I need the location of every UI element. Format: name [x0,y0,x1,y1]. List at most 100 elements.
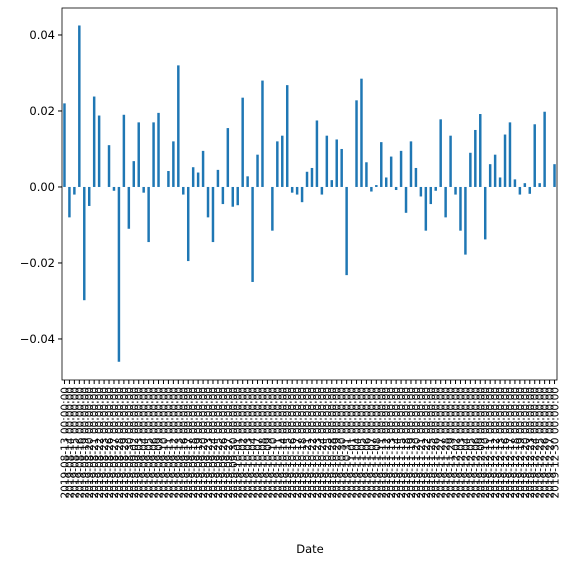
x-tick-label: 2019-11-28 00:00:00 [441,387,453,499]
bar [370,186,373,192]
bar [127,186,131,229]
bar [523,183,527,187]
x-tick-label: 2019-09-26 00:00:00 [218,387,230,499]
y-tick-label: 0.00 [29,180,55,194]
bar [68,186,71,218]
x-tick-label: 2019-09-04 00:00:00 [139,387,151,499]
x-tick-label: 2019-10-04 00:00:00 [248,387,260,499]
bar [261,80,264,187]
x-tick-label: 2019-12-10 00:00:00 [480,387,492,499]
x-tick-label: 2019-12-30 00:00:00 [550,387,562,499]
x-tick-label: 2019-09-11 00:00:00 [163,387,175,499]
x-tick-label: 2019-08-28 00:00:00 [114,387,126,499]
x-tick-label: 2019-12-25 00:00:00 [535,387,547,499]
x-tick-label: 2019-11-04 00:00:00 [352,387,364,499]
bar [97,115,101,187]
x-tick-label: 2019-08-30 00:00:00 [124,387,136,499]
bar [256,154,259,187]
bar [167,171,170,187]
x-tick-label: 2019-12-04 00:00:00 [460,387,472,499]
x-tick-label: 2019-10-18 00:00:00 [297,387,309,499]
bar [73,186,76,195]
bar [419,186,423,197]
bar [122,114,126,187]
bar [508,122,512,187]
x-tick-label: 2019-08-27 00:00:00 [109,387,121,499]
bar [132,161,136,187]
x-tick-label: 2019-11-26 00:00:00 [431,387,443,499]
bar [483,186,487,240]
x-tick-label: 2019-10-22 00:00:00 [307,387,319,499]
bar [63,103,66,187]
bar [320,186,324,195]
x-tick-label: 2019-12-09 00:00:00 [475,387,487,499]
x-tick-label: 2019-09-02 00:00:00 [129,387,141,499]
x-tick-label: 2019-12-03 00:00:00 [455,387,467,499]
x-tick-label: 2019-09-25 00:00:00 [213,387,225,499]
x-tick-label: 2019-12-20 00:00:00 [520,387,532,499]
bar [276,141,279,187]
bar [107,145,111,187]
bar [404,186,408,213]
y-tick-label: 0.04 [29,28,55,42]
bar [182,186,185,195]
x-tick-label: 2019-11-06 00:00:00 [361,387,373,499]
bar [543,111,546,187]
x-tick-label: 2019-12-02 00:00:00 [451,387,463,499]
x-tick-label: 2019-10-10 00:00:00 [267,387,279,499]
bar [498,177,502,187]
x-tick-label: 2019-10-14 00:00:00 [277,387,289,499]
x-tick-label: 2019-09-23 00:00:00 [203,387,215,499]
x-tick-label: 2019-10-11 00:00:00 [272,387,284,499]
bar [281,135,284,187]
bar [83,186,86,301]
bar [246,176,249,187]
bar [474,129,477,187]
bar [310,167,314,187]
x-tick-label: 2019-12-23 00:00:00 [525,387,537,499]
bar [355,100,358,187]
x-tick-label: 2019-11-20 00:00:00 [411,387,423,499]
bar [553,164,556,187]
bar [384,177,388,187]
bar [87,186,91,206]
bar [360,78,363,187]
bar [479,114,482,187]
x-tick-label: 2019-09-27 00:00:00 [223,387,235,499]
bar [211,186,215,243]
x-tick-label: 2019-11-08 00:00:00 [371,387,383,499]
bar [186,186,190,262]
bar [117,186,121,362]
bar [389,156,393,187]
x-tick-label: 2019-08-16 00:00:00 [74,387,86,499]
bar [503,134,507,187]
bar [147,186,150,243]
bar [518,186,522,195]
x-tick-label: 2019-10-29 00:00:00 [332,387,344,499]
x-tick-label: 2019-09-20 00:00:00 [198,387,210,499]
x-tick-label: 2019-12-24 00:00:00 [530,387,542,499]
x-tick-label: 2019-09-17 00:00:00 [183,387,195,499]
bar [92,96,96,187]
bar [231,186,235,207]
bar [424,186,428,231]
x-tick-label: 2019-09-24 00:00:00 [208,387,220,499]
bar [191,167,195,187]
bar [365,162,368,187]
x-tick-label: 2019-10-02 00:00:00 [238,387,250,499]
x-tick-label: 2019-09-03 00:00:00 [134,387,146,499]
bar [394,186,398,191]
bar [216,169,220,187]
bar [538,183,541,187]
x-tick-label: 2019-11-05 00:00:00 [356,387,368,499]
x-tick-label: 2019-11-07 00:00:00 [366,387,378,499]
bar [236,186,239,206]
x-tick-label: 2019-12-18 00:00:00 [510,387,522,499]
bar [380,142,383,187]
bar [335,139,338,187]
x-tick-label: 2019-10-15 00:00:00 [282,387,294,499]
x-tick-label: 2019-12-16 00:00:00 [500,387,512,499]
x-tick-label: 2019-08-14 00:00:00 [64,387,76,499]
x-tick-label: 2019-10-07 00:00:00 [253,387,265,499]
